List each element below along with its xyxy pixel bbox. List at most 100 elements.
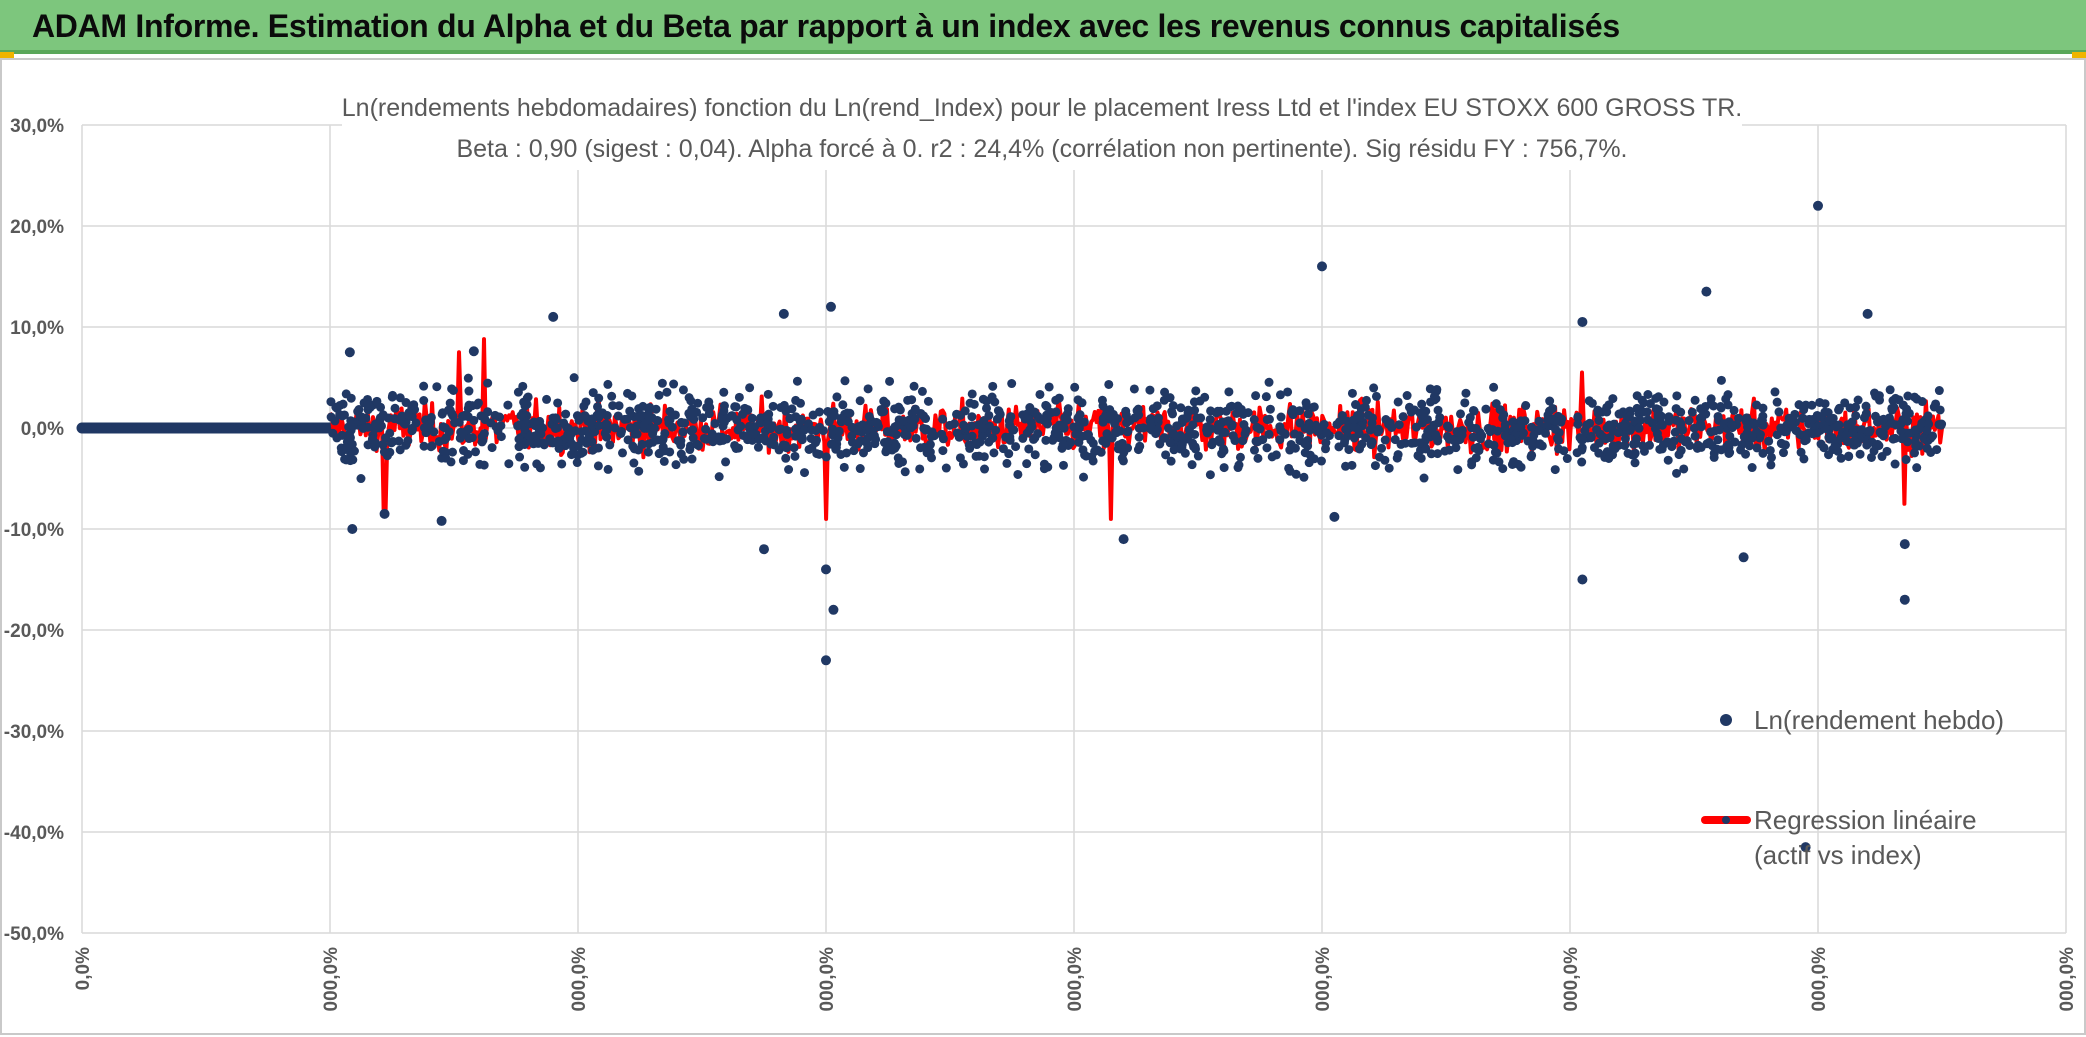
data-point	[1755, 430, 1765, 440]
data-point	[1619, 421, 1629, 431]
data-point	[1261, 392, 1271, 402]
data-point	[719, 387, 729, 397]
data-point	[1160, 387, 1170, 397]
data-point	[538, 438, 548, 448]
data-point	[1734, 413, 1744, 423]
corner-marker-top-right	[2072, 52, 2086, 58]
data-point	[879, 407, 889, 417]
data-point	[356, 474, 366, 484]
data-point	[616, 428, 626, 438]
data-point	[1639, 398, 1649, 408]
data-point	[346, 393, 356, 403]
data-point	[1030, 450, 1040, 460]
data-point	[1334, 442, 1344, 452]
data-point	[836, 413, 846, 423]
data-point	[1146, 421, 1156, 431]
data-point	[378, 440, 388, 450]
data-point	[1758, 403, 1768, 413]
data-point	[1870, 411, 1880, 421]
data-point	[1442, 421, 1452, 431]
data-point	[1130, 413, 1140, 423]
data-point	[1377, 443, 1387, 453]
data-point	[519, 397, 529, 407]
data-point	[1191, 386, 1201, 396]
y-tick-label: -40,0%	[4, 823, 64, 844]
data-point	[1468, 432, 1478, 442]
data-point	[1632, 391, 1642, 401]
data-point	[1922, 443, 1932, 453]
data-point	[1385, 418, 1395, 428]
data-point	[967, 431, 977, 441]
data-point	[1766, 460, 1776, 470]
data-point	[978, 394, 988, 404]
data-point	[458, 429, 468, 439]
data-point	[1795, 429, 1805, 439]
data-point	[1725, 431, 1735, 441]
data-point	[564, 424, 574, 434]
data-point	[991, 425, 1001, 435]
data-point	[1187, 460, 1197, 470]
data-point	[1159, 395, 1169, 405]
data-point	[490, 410, 500, 420]
data-point	[1725, 448, 1735, 458]
data-point	[1903, 416, 1913, 426]
data-point	[1901, 455, 1911, 465]
data-point	[1433, 405, 1443, 415]
data-point	[671, 460, 681, 470]
x-tick-label: 000,0%	[1313, 947, 1334, 1012]
data-point	[1608, 394, 1618, 404]
data-point	[1347, 388, 1357, 398]
data-point	[1286, 440, 1296, 450]
data-point	[967, 412, 977, 422]
data-point	[1752, 443, 1762, 453]
data-point	[1275, 390, 1285, 400]
corner-marker-top-left	[0, 52, 14, 58]
data-point	[1299, 472, 1309, 482]
data-point	[629, 458, 639, 468]
data-point	[1604, 420, 1614, 430]
data-point-outlier	[1329, 511, 1340, 522]
data-point	[1022, 459, 1032, 469]
data-point	[911, 433, 921, 443]
data-point	[557, 459, 567, 469]
data-point	[797, 435, 807, 445]
data-point	[830, 411, 840, 421]
data-point	[1652, 429, 1662, 439]
data-point	[1304, 458, 1314, 468]
data-point	[627, 391, 637, 401]
data-point	[792, 376, 802, 386]
data-point	[769, 440, 779, 450]
data-point	[839, 462, 849, 472]
data-point	[1007, 379, 1017, 389]
data-point	[632, 429, 642, 439]
data-point	[503, 400, 513, 410]
data-point	[582, 438, 592, 448]
data-point	[390, 403, 400, 413]
data-point	[843, 417, 853, 427]
data-point	[1529, 430, 1539, 440]
data-point	[407, 425, 417, 435]
data-point-outlier	[548, 311, 559, 322]
data-point	[719, 417, 729, 427]
x-tick-label: 000,0%	[2057, 947, 2078, 1012]
data-point	[342, 443, 352, 453]
legend-label-line-1: Regression linéaire	[1754, 805, 1977, 835]
data-point	[1716, 375, 1726, 385]
x-tick-label: 000,0%	[817, 947, 838, 1012]
data-point	[1088, 438, 1098, 448]
data-point	[1249, 415, 1259, 425]
data-point	[733, 425, 743, 435]
data-point	[984, 410, 994, 420]
data-point	[693, 398, 703, 408]
data-point	[1429, 391, 1439, 401]
data-point	[607, 391, 617, 401]
data-point	[357, 412, 367, 422]
data-point	[662, 387, 672, 397]
data-point	[1180, 448, 1190, 458]
data-point	[1177, 414, 1187, 424]
data-point	[1228, 431, 1238, 441]
data-point	[1300, 439, 1310, 449]
legend-label-points: Ln(rendement hebdo)	[1754, 705, 2004, 735]
data-point	[789, 443, 799, 453]
data-point	[1477, 431, 1487, 441]
